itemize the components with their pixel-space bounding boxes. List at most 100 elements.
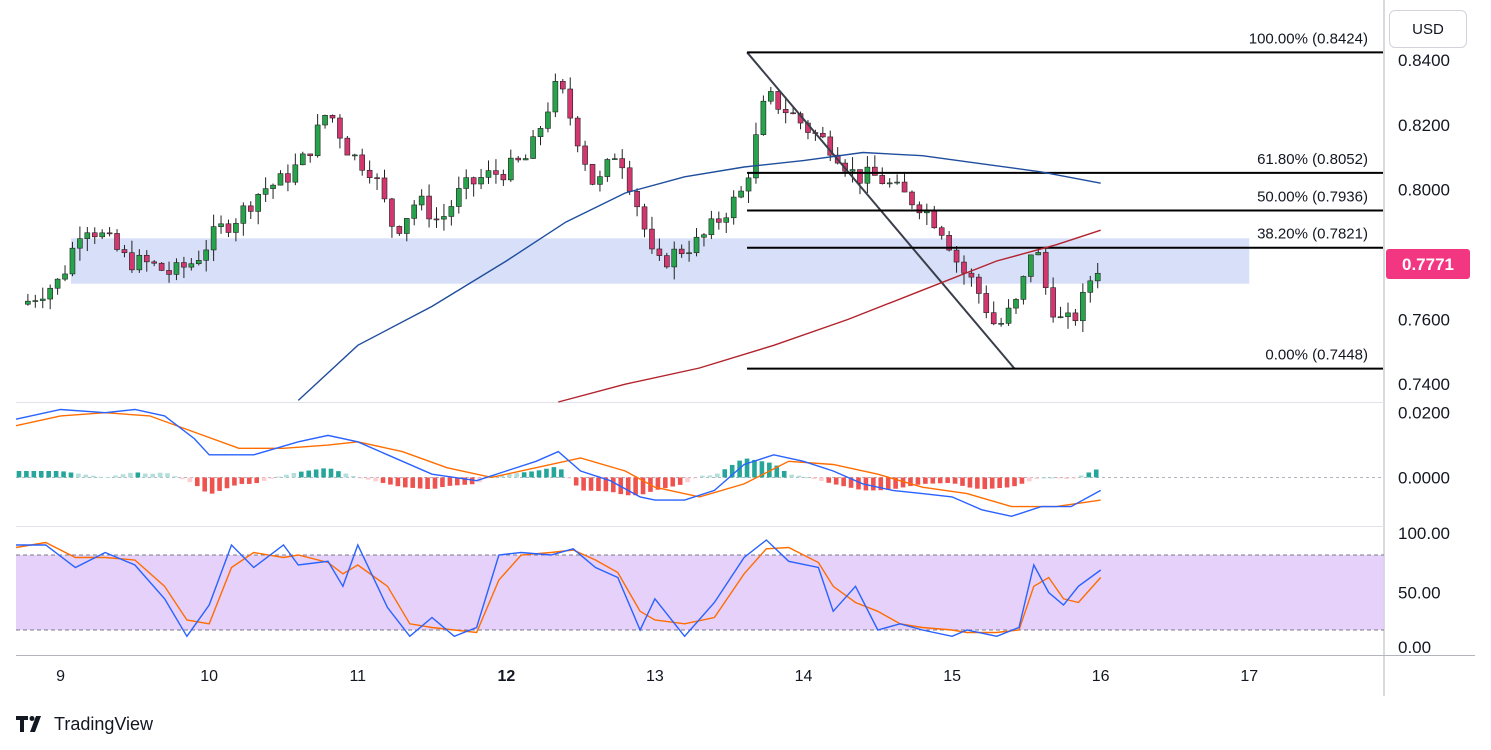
candle-up [604, 159, 611, 177]
candle-down [337, 117, 343, 139]
candles [25, 73, 1101, 332]
macd-histogram-bar [1064, 477, 1069, 479]
candle-down [559, 81, 566, 90]
candle-down [961, 261, 967, 274]
candle-down [976, 276, 982, 294]
candle-up [32, 300, 39, 302]
macd-histogram-bar [113, 475, 118, 478]
candle-up [195, 260, 202, 265]
candle-up [708, 218, 715, 236]
macd-histogram-bar [841, 477, 846, 487]
candle-up [530, 136, 536, 159]
candle-up [1005, 307, 1012, 324]
macd-histogram-bar [24, 470, 29, 478]
moving-average-blue [297, 151, 1101, 401]
candle-down [782, 109, 789, 114]
macd-histogram-bar [900, 477, 906, 488]
candle-up [849, 169, 856, 172]
macd-histogram-bar [856, 477, 861, 490]
macd-histogram-bar [774, 465, 780, 478]
candle-down [285, 173, 291, 183]
macd-histogram-bar [752, 459, 757, 478]
macd-histogram-bar [759, 461, 765, 478]
candle-down [1042, 252, 1049, 288]
candle-up [1057, 316, 1064, 319]
candle-up [522, 158, 529, 161]
macd-histogram-bar [796, 475, 802, 478]
candle-up [314, 124, 321, 157]
candle-up [69, 247, 76, 275]
time-tick-label: 14 [795, 668, 813, 685]
macd-histogram-bar [98, 476, 103, 478]
candle-down [634, 191, 640, 208]
macd-histogram-bar [692, 477, 698, 479]
macd-histogram-bar [298, 471, 304, 478]
candle-down [181, 262, 187, 268]
candle-up [894, 181, 900, 184]
macd-signal-line [15, 411, 1101, 508]
candle-up [99, 232, 105, 238]
current-price-badge [1386, 248, 1470, 279]
macd-histogram-bar [596, 477, 601, 492]
macd-histogram-bar [128, 472, 133, 478]
candle-down [879, 175, 886, 185]
macd-histogram-bar [908, 477, 913, 487]
macd-histogram-bar [150, 473, 155, 478]
macd-histogram-bar [291, 473, 297, 478]
candle-up [537, 128, 544, 138]
candle-down [225, 223, 232, 233]
fibonacci-retracement: 100.00% (0.8424) 61.80% (0.8052) 50.00% (0… [746, 30, 1383, 370]
macd-histogram-bar [202, 477, 208, 492]
candle-up [418, 195, 425, 206]
macd-histogram-bar [172, 476, 178, 478]
currency-selector[interactable]: USD [1389, 10, 1467, 48]
candle-up [463, 177, 470, 189]
macd-histogram-bar [878, 477, 884, 491]
macd-histogram-bar [707, 475, 713, 478]
currency-label: USD [1412, 20, 1444, 38]
candle-down [381, 177, 388, 200]
macd-histogram-bar [53, 470, 59, 478]
macd-histogram-bar [1034, 477, 1040, 479]
macd-histogram-bar [194, 477, 200, 487]
macd-histogram-bar [425, 477, 430, 489]
candle-down [121, 249, 128, 253]
candle-down [968, 272, 975, 278]
candle-down [500, 174, 507, 181]
candle-up [262, 188, 269, 195]
macd-histogram-bar [685, 477, 690, 483]
candle-down [619, 158, 626, 169]
candle-down [1072, 312, 1079, 322]
macd-histogram-bar [529, 471, 534, 478]
candle-down [166, 270, 172, 275]
candle-up [768, 91, 774, 102]
fib-level-label: 0.00% (0.7448) [1265, 347, 1368, 364]
brand-name: TradingView [54, 713, 154, 734]
candle-up [478, 177, 484, 185]
candle-up [1020, 276, 1027, 300]
macd-histogram-bar [536, 470, 542, 478]
macd-tick-label: 0.0000 [1398, 468, 1450, 487]
candle-up [25, 300, 31, 305]
candle-up [701, 234, 707, 238]
candle-up [730, 196, 737, 219]
macd-histogram-bar [722, 469, 728, 478]
candle-down [143, 254, 150, 263]
candle-up [203, 249, 209, 261]
candle-down [344, 137, 351, 156]
macd-line [15, 408, 1102, 518]
macd-histogram-bar [603, 477, 609, 492]
macd-histogram-bar [388, 477, 393, 485]
macd-histogram-bar [937, 477, 943, 484]
candle-down [515, 157, 522, 161]
macd-histogram-bar [432, 477, 438, 489]
macd-histogram-bar [848, 477, 854, 488]
macd-histogram-bar [187, 477, 193, 483]
rsi-band [16, 555, 1384, 630]
candle-up [77, 238, 83, 249]
macd-histogram-bar [380, 477, 386, 483]
candle-up [351, 154, 358, 157]
macd-histogram-bar [306, 470, 312, 478]
